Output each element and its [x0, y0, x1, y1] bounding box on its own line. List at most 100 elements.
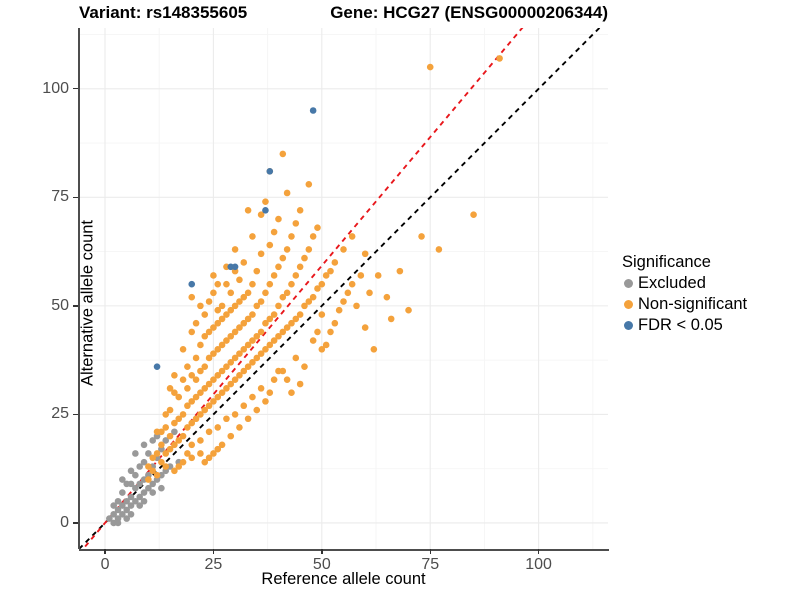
data-point [227, 432, 235, 440]
data-point [132, 497, 139, 505]
data-point [218, 389, 226, 397]
data-point [184, 450, 191, 457]
data-point [279, 150, 287, 158]
data-point [136, 493, 143, 501]
data-point [314, 328, 321, 336]
reference-line-identity [79, 28, 601, 549]
data-point [322, 272, 330, 279]
data-point [205, 402, 213, 410]
data-point [249, 233, 256, 240]
data-point [140, 441, 148, 449]
data-point [283, 289, 291, 297]
data-point [275, 263, 282, 271]
data-point [201, 311, 209, 318]
data-point [305, 298, 313, 305]
data-point [201, 406, 209, 414]
data-point [270, 376, 278, 383]
data-point [171, 419, 178, 427]
data-point [257, 211, 265, 218]
data-point [231, 354, 239, 362]
data-point [496, 55, 503, 62]
y-tick-mark [73, 413, 78, 416]
data-point [223, 385, 230, 392]
data-point [179, 376, 187, 383]
data-point [192, 354, 200, 362]
data-point [197, 389, 204, 397]
data-point [110, 502, 117, 509]
data-point [145, 484, 152, 492]
y-tick-label: 50 [51, 296, 69, 314]
data-point [162, 437, 170, 444]
data-point [175, 437, 183, 444]
y-tick-label: 75 [51, 188, 69, 206]
data-point [153, 471, 161, 479]
data-point [114, 506, 122, 514]
data-point [119, 502, 126, 509]
data-point [114, 519, 122, 527]
data-point [227, 306, 235, 314]
data-point [114, 497, 122, 505]
data-point [370, 345, 378, 353]
data-point [296, 311, 304, 318]
data-point [240, 402, 248, 410]
data-point [227, 332, 235, 340]
data-point [153, 363, 161, 370]
data-point [210, 272, 217, 279]
data-point [214, 280, 222, 288]
data-point [279, 293, 287, 301]
data-point [262, 345, 269, 353]
data-point [331, 319, 339, 327]
data-point [192, 415, 200, 423]
data-point [119, 510, 126, 518]
data-point [127, 493, 135, 501]
data-point [188, 441, 196, 449]
data-point [205, 428, 213, 436]
data-point [288, 233, 295, 240]
data-point [366, 289, 373, 297]
data-point [197, 437, 204, 444]
data-point [127, 502, 135, 509]
data-point [305, 246, 313, 253]
x-tick-label: 50 [312, 556, 331, 573]
data-point [210, 350, 217, 357]
data-point [179, 345, 187, 353]
data-point [296, 380, 304, 388]
data-point [197, 341, 204, 349]
data-point [340, 298, 347, 305]
data-point [253, 332, 261, 340]
y-tick-mark [73, 305, 78, 307]
y-axis-line [78, 28, 80, 549]
legend-item-non-significant[interactable]: Non-significant [624, 294, 797, 315]
data-point [158, 484, 165, 492]
data-point [162, 450, 170, 457]
legend-item-label: FDR < 0.05 [638, 316, 723, 335]
dot-icon [624, 279, 633, 288]
data-point [322, 341, 330, 349]
data-point [288, 389, 295, 397]
data-point [123, 497, 130, 505]
data-point [240, 319, 248, 327]
data-point [283, 189, 291, 197]
y-tick-label: 100 [42, 79, 69, 97]
legend-item-fdr-0-05[interactable]: FDR < 0.05 [624, 315, 797, 336]
data-point [275, 215, 282, 223]
x-tick-mark [429, 549, 431, 554]
data-point [127, 480, 135, 488]
data-point [309, 233, 317, 240]
data-point [231, 376, 239, 383]
data-point [188, 419, 196, 427]
data-point [179, 432, 187, 440]
data-point [210, 376, 217, 383]
data-point [275, 302, 282, 310]
data-point [305, 181, 313, 188]
legend-item-excluded[interactable]: Excluded [624, 273, 797, 294]
data-point [184, 363, 191, 370]
series-non-significant [145, 55, 503, 483]
data-point [223, 337, 230, 344]
data-point [201, 363, 209, 370]
y-tick-mark [73, 522, 78, 524]
plot-canvas [79, 28, 608, 549]
data-point [309, 337, 317, 344]
x-tick-label: 75 [421, 556, 440, 573]
data-point [223, 415, 230, 423]
